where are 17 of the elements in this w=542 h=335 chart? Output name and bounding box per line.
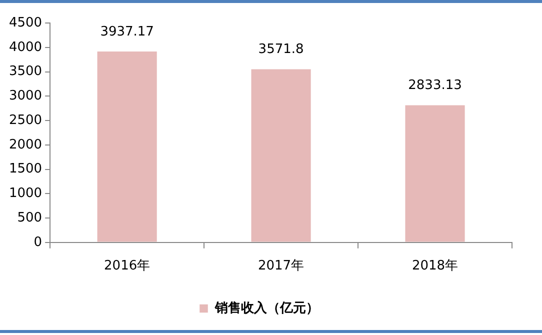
x-tick-label: 2017年: [258, 258, 304, 274]
y-tick-label: 2500: [8, 112, 42, 128]
data-label: 2833.13: [408, 78, 462, 94]
x-tick-label: 2016年: [104, 258, 150, 274]
y-tick-label: 1000: [8, 186, 42, 202]
x-tick-label: 2018年: [412, 258, 458, 274]
legend-label: 销售收入（亿元）: [214, 300, 319, 316]
y-tick-label: 4500: [8, 15, 42, 30]
y-tick-label: 500: [17, 210, 42, 226]
y-tick-label: 1500: [8, 162, 42, 177]
y-tick-label: 3500: [8, 64, 42, 80]
y-tick-label: 3000: [8, 88, 42, 104]
y-tick-label: 2000: [8, 137, 42, 152]
y-tick-label: 4000: [8, 40, 42, 55]
y-tick-label: 0: [34, 234, 42, 250]
data-label: 3937.17: [100, 24, 154, 40]
data-label: 3571.8: [258, 42, 304, 58]
